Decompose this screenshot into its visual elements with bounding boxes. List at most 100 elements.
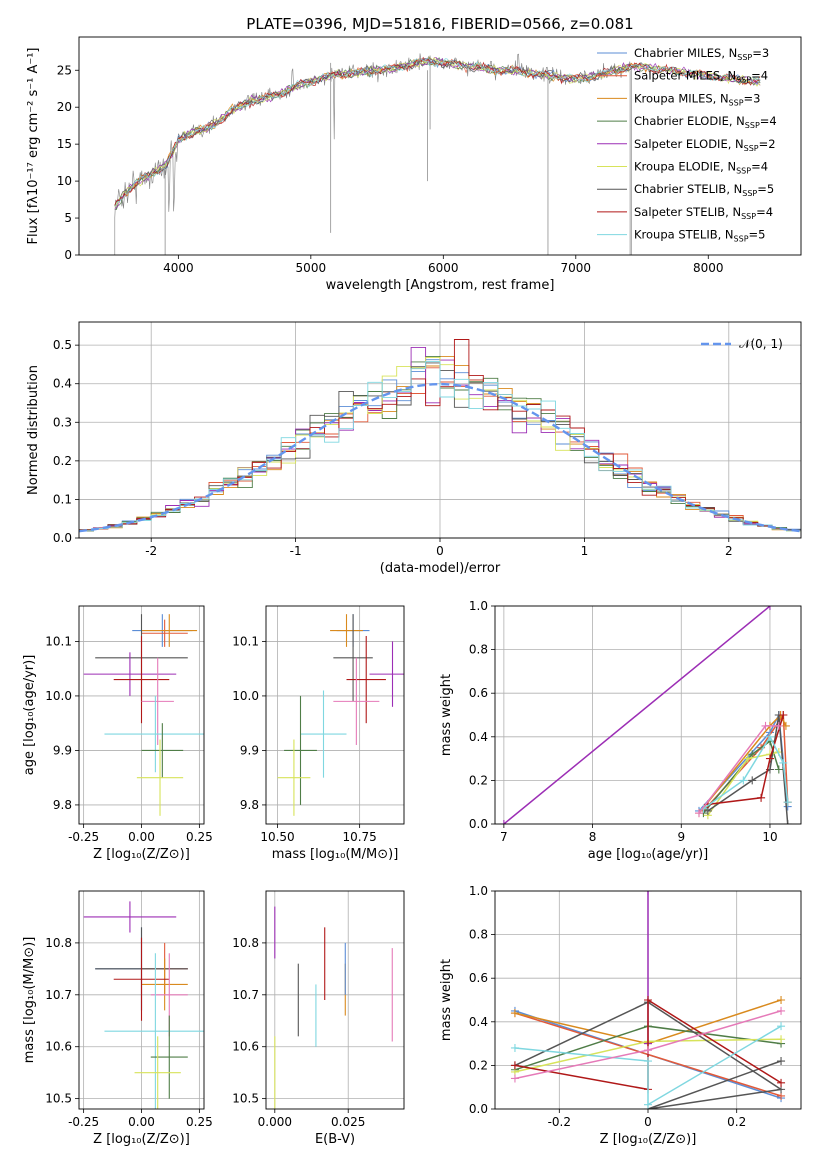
age-weight-line-kroupa-miles bbox=[698, 713, 787, 814]
ebv_mass-xtick-label: 0.000 bbox=[258, 1115, 292, 1129]
z_age-xtick-label: -0.25 bbox=[68, 830, 99, 844]
z-weight-line-salpeter-stelib bbox=[514, 998, 782, 1091]
spectrum-plot-area bbox=[114, 53, 761, 255]
mass-age-point-pink bbox=[333, 657, 380, 745]
spectrum-ytick-label: 15 bbox=[57, 137, 72, 151]
residuals-xtick-label: 2 bbox=[725, 544, 733, 558]
z-weight-marker bbox=[510, 1043, 519, 1052]
age-weight-line-salpeter-stelib bbox=[707, 714, 785, 806]
z_age-plot-area bbox=[83, 614, 204, 816]
z_weight-ytick-label: 0.6 bbox=[469, 971, 488, 985]
z_weight-xlabel: Z [log₁₀(Z/Z⊙)] bbox=[600, 1132, 697, 1147]
age-weight-marker bbox=[695, 809, 703, 818]
age-weight-marker bbox=[761, 721, 770, 730]
z-weight-marker bbox=[777, 1006, 786, 1015]
age-weight-marker bbox=[774, 721, 783, 730]
model-spectrum-salpeter-elodie bbox=[114, 57, 761, 210]
z_age-ytick-label: 10.0 bbox=[45, 689, 72, 703]
legend-label-normal: 𝒩(0, 1) bbox=[739, 337, 783, 351]
z_mass-xtick-label: -0.25 bbox=[68, 1115, 99, 1129]
z-weight-marker bbox=[644, 891, 652, 895]
z_weight-ytick-label: 1.0 bbox=[469, 884, 488, 898]
z-weight-marker bbox=[777, 996, 786, 1004]
age-weight-marker bbox=[781, 721, 790, 730]
z_weight-frame bbox=[494, 890, 802, 1110]
z_weight-plot-area bbox=[510, 891, 786, 1109]
residuals-xtick-label: -1 bbox=[290, 544, 302, 558]
ebv_mass-ytick-label: 10.8 bbox=[232, 936, 259, 950]
z_mass-ytick-label: 10.5 bbox=[45, 1092, 72, 1106]
residuals-ytick-label: 0.4 bbox=[53, 377, 72, 391]
z-weight-marker bbox=[644, 996, 652, 1004]
age_weight-xtick-label: 7 bbox=[500, 830, 508, 844]
spectrum-xtick-label: 7000 bbox=[561, 261, 592, 275]
z_age-ytick-label: 9.8 bbox=[53, 798, 72, 812]
residuals-ytick-label: 0.3 bbox=[53, 415, 72, 429]
z_mass-plot-area bbox=[83, 901, 204, 1109]
z_age-xtick-label: 0.00 bbox=[128, 830, 155, 844]
age-weight-marker bbox=[748, 776, 757, 785]
z_age-xtick-label: 0.25 bbox=[186, 830, 213, 844]
spectrum-xtick-label: 5000 bbox=[296, 261, 327, 275]
spectrum-ytick-label: 5 bbox=[64, 211, 72, 225]
z-weight-marker bbox=[644, 1100, 652, 1109]
mass_age-grid bbox=[266, 606, 404, 824]
spectrum-ytick-label: 25 bbox=[57, 63, 72, 77]
spectrum-xlabel: wavelength [Angstrom, rest frame] bbox=[326, 278, 555, 293]
mass_age-panel: 10.50 10.75 9.8 9.9 10.0 10.1 mass [log₁₀(M/M⊙… bbox=[232, 605, 405, 862]
z-mass-point-salpeter-stelib bbox=[113, 937, 170, 1021]
z_weight-ytick-label: 0.0 bbox=[469, 1102, 488, 1116]
ebv_mass-ytick-label: 10.6 bbox=[232, 1040, 259, 1054]
z_mass-ytick-label: 10.7 bbox=[45, 988, 72, 1002]
mass_age-xlabel: mass [log₁₀(M/M⊙)] bbox=[272, 847, 399, 862]
legend-label: Chabrier MILES, NSSP=3 bbox=[634, 46, 769, 62]
residuals-ylabel: Normed distribution bbox=[26, 365, 41, 495]
z_mass-frame bbox=[78, 890, 205, 1110]
spectrum-xtick-label: 8000 bbox=[693, 261, 724, 275]
age-weight-marker bbox=[779, 758, 788, 767]
age_weight-xtick-label: 8 bbox=[589, 830, 597, 844]
z-weight-marker bbox=[510, 1074, 519, 1083]
spectrum-ytick-label: 20 bbox=[57, 100, 72, 114]
z_weight-ytick-label: 0.8 bbox=[469, 928, 488, 942]
age_weight-ytick-label: 1.0 bbox=[469, 599, 488, 613]
age-weight-marker bbox=[757, 793, 766, 802]
age_weight-xlabel: age [log₁₀(age/yr)] bbox=[588, 847, 709, 862]
z-weight-marker bbox=[644, 1046, 652, 1055]
z_mass-ytick-label: 10.6 bbox=[45, 1040, 72, 1054]
age-weight-marker bbox=[743, 754, 752, 763]
age_weight-ylabel: mass weight bbox=[439, 674, 454, 756]
residuals-xlabel: (data-model)/error bbox=[380, 561, 501, 576]
age-weight-marker bbox=[779, 711, 788, 719]
spectrum-xtick-label: 4000 bbox=[163, 261, 194, 275]
age-weight-line-salpeter-elodie bbox=[503, 606, 771, 824]
z_weight-panel: -0.2 0 0.2 0.0 0.2 0.4 0.6 0.8 1.0 Z [log₁₀(Z/Z⊙)… bbox=[439, 884, 802, 1147]
z_weight-xtick-label: 0.2 bbox=[727, 1115, 746, 1129]
residuals-ytick-label: 0.5 bbox=[53, 338, 72, 352]
z-age-point-pink bbox=[141, 657, 174, 745]
z-weight-line-kroupa-stelib bbox=[514, 1025, 782, 1106]
z_age-panel: -0.25 0.00 0.25 9.8 9.9 10.0 10.1 Z [log₁₀(Z/Z⊙… bbox=[22, 605, 213, 862]
z_age-xlabel: Z [log₁₀(Z/Z⊙)] bbox=[93, 847, 190, 862]
age_weight-ytick-label: 0.0 bbox=[469, 817, 488, 831]
age_weight-ytick-label: 0.4 bbox=[469, 730, 488, 744]
residuals-xtick-label: 1 bbox=[581, 544, 589, 558]
age-weight-marker bbox=[765, 732, 774, 741]
z_mass-ylabel: mass [log₁₀(M/M⊙)] bbox=[22, 937, 37, 1064]
spectrum-ytick-label: 0 bbox=[64, 248, 72, 262]
mass_age-ytick-label: 9.8 bbox=[240, 798, 259, 812]
spectrum-ylabel: Flux [fλ10⁻¹⁷ erg cm⁻² s⁻¹ A⁻¹] bbox=[26, 48, 41, 245]
residuals-ytick-label: 0.0 bbox=[53, 531, 72, 545]
age_weight-panel: 7 8 9 10 0.0 0.2 0.4 0.6 0.8 1.0 age [log₁₀(age/yr… bbox=[439, 599, 802, 862]
ebv_mass-ytick-label: 10.5 bbox=[232, 1092, 259, 1106]
z_age-ytick-label: 9.9 bbox=[53, 743, 72, 757]
mass_age-xtick-label: 10.75 bbox=[342, 830, 376, 844]
z-weight-marker bbox=[644, 1057, 652, 1066]
z-weight-marker bbox=[777, 1022, 786, 1031]
age-weight-marker bbox=[765, 754, 774, 763]
spectrum-data bbox=[114, 53, 632, 255]
mass-age-point-salpeter-elodie bbox=[369, 641, 404, 707]
age-weight-line-kroupa-elodie bbox=[707, 751, 779, 816]
legend-label: Chabrier STELIB, NSSP=5 bbox=[634, 182, 774, 198]
mass-age-point-chabrier-elodie bbox=[284, 695, 317, 805]
